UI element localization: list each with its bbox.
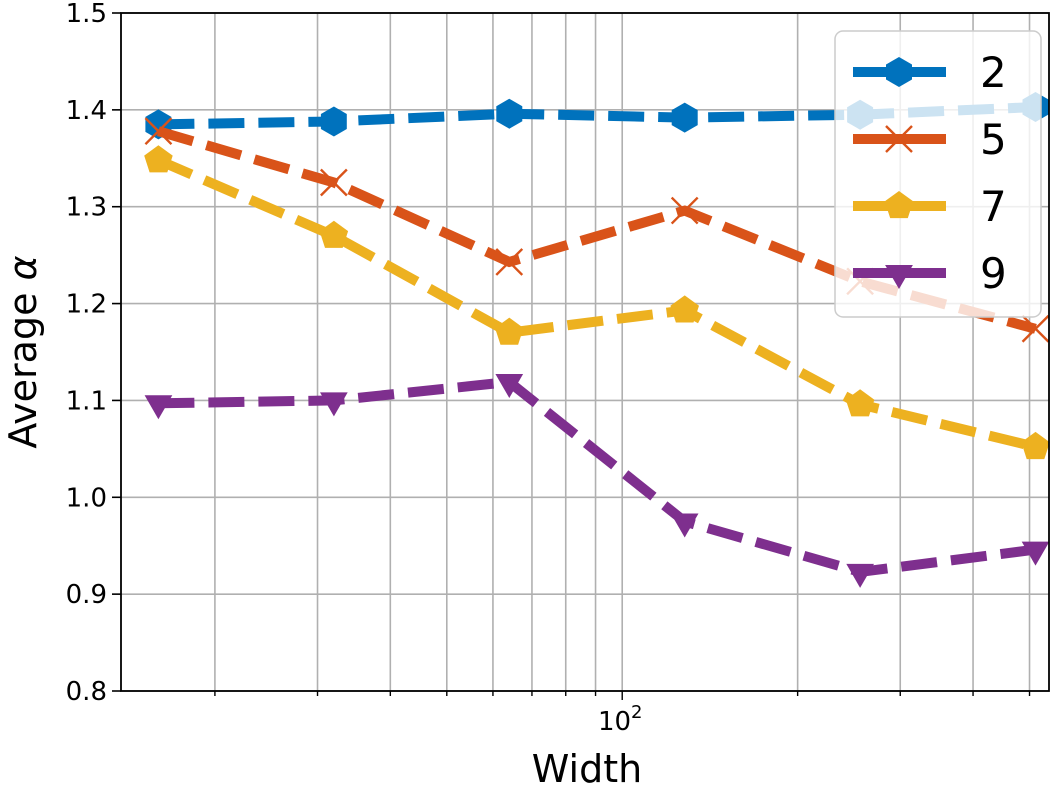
- data-point: [845, 389, 875, 417]
- plot-frame: [120, 12, 1050, 692]
- data-point: [885, 265, 913, 289]
- data-point: [846, 563, 874, 588]
- data-point-stroke: [670, 196, 699, 225]
- legend-entry-7: 7: [853, 182, 1007, 231]
- x-axis-label: Width: [532, 747, 642, 791]
- axes-layer: 0.8 0.9 1.0 1.1 1.2 1.3 1.4 1.5 102: [66, 0, 1050, 737]
- y-tick-label: 1.4: [66, 96, 107, 126]
- data-point-stroke: [320, 168, 348, 197]
- series-7: [144, 145, 1050, 460]
- x-tick-label: 102: [598, 702, 643, 737]
- legend-label: 9: [980, 249, 1007, 298]
- y-tick-label: 1.0: [66, 483, 107, 513]
- data-point: [495, 374, 524, 398]
- data-point-stroke: [885, 125, 913, 153]
- y-tick-label: 1.1: [66, 386, 107, 416]
- y-tick-label: 1.5: [66, 0, 107, 29]
- data-point: [320, 392, 348, 417]
- series-9: [144, 374, 1050, 588]
- data-point: [886, 57, 912, 87]
- data-point: [885, 125, 913, 153]
- y-tick-label: 1.2: [66, 290, 107, 320]
- legend-box: [834, 30, 1042, 318]
- legend-entry-9: 9: [853, 249, 1007, 298]
- data-point: [671, 102, 698, 133]
- series-line: [158, 376, 1037, 577]
- data-point: [1021, 314, 1050, 343]
- legend-label: 7: [980, 182, 1007, 231]
- y-axis-label: Average α: [1, 255, 45, 448]
- data-point: [495, 317, 524, 345]
- data-point: [670, 513, 699, 538]
- data-point: [144, 395, 173, 420]
- data-point: [670, 196, 699, 225]
- legend-entry-2: 2: [853, 48, 1007, 97]
- legend-label: 5: [980, 115, 1007, 164]
- data-point: [496, 98, 523, 129]
- data-point: [319, 220, 349, 248]
- data-point-stroke: [495, 248, 524, 276]
- y-tick-label: 0.8: [66, 677, 107, 707]
- data-point-stroke: [144, 117, 173, 146]
- data-point: [495, 248, 524, 276]
- data-point: [320, 168, 348, 197]
- data-point: [1021, 431, 1050, 460]
- y-tick-label: 1.3: [66, 193, 107, 223]
- data-point: [884, 191, 914, 219]
- data-point: [670, 295, 699, 323]
- y-tick-label: 0.9: [66, 580, 107, 610]
- data-point: [144, 117, 173, 146]
- legend: 2 5 7 9: [834, 30, 1042, 318]
- data-point: [144, 145, 173, 173]
- legend-label: 2: [980, 48, 1007, 97]
- data-point-stroke: [1021, 314, 1050, 343]
- legend-entry-5: 5: [853, 115, 1007, 164]
- data-point: [1021, 541, 1050, 566]
- series-line: [156, 155, 1037, 452]
- data-point: [320, 106, 347, 137]
